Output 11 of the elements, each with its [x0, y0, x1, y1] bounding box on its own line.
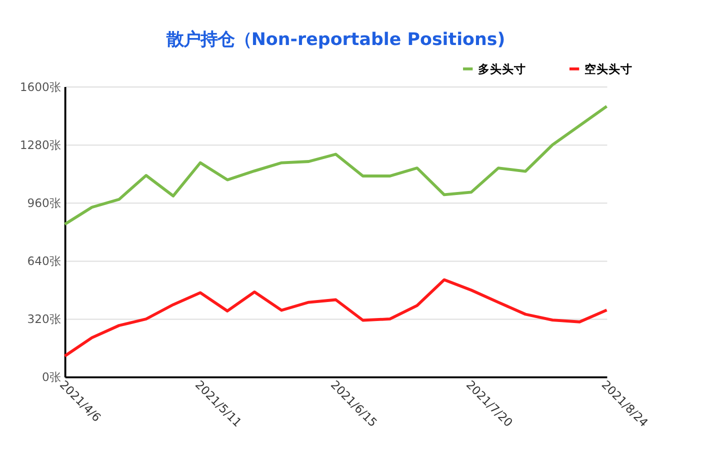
y-tick-label: 1280张	[20, 138, 62, 152]
y-tick-label: 1600张	[20, 80, 62, 94]
y-tick-label: 960张	[27, 196, 62, 210]
line-series	[63, 278, 608, 358]
legend-label: 多头头寸	[478, 62, 526, 76]
y-tick-label: 640张	[27, 254, 62, 268]
legend-label: 空头头寸	[584, 62, 632, 76]
chart-title: 散户持仓（Non-reportable Positions)	[165, 30, 506, 50]
line-series	[63, 104, 608, 226]
y-tick-label: 0张	[42, 370, 62, 384]
y-tick-label: 320张	[27, 312, 62, 326]
